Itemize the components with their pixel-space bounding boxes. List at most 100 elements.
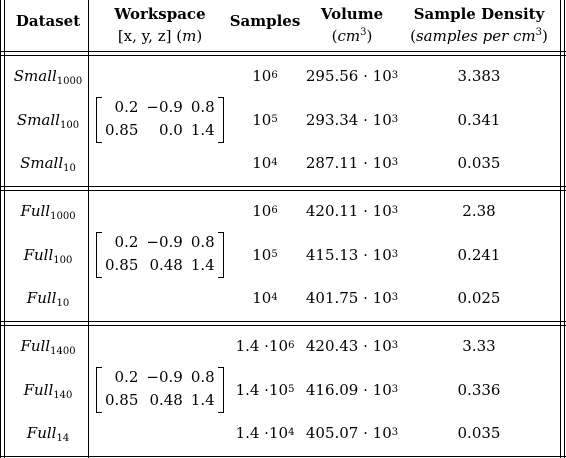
samples-base: 10 [252,289,272,307]
dataset-name-subscript: 14 [56,433,70,444]
matrix-left-bracket [96,367,102,413]
samples-cell: 10 5 [252,246,278,264]
horizontal-rule [0,190,566,192]
volume-cell: 420.11 · 10 3 [305,202,399,220]
vertical-rule [560,0,562,458]
dataset-name-cell: Full1400 [6,332,90,360]
dataset-name-base: Small [20,154,64,172]
header-dataset-label: Dataset [15,12,81,30]
matrix-right-bracket [217,97,224,143]
horizontal-rule [0,325,566,327]
matrix-values: 0.2 −0.9 0.8 0.85 0.48 1.4 [102,232,218,278]
matrix-entry: 0.0 [158,120,183,139]
header-workspace: Workspace [x, y, z] (m) [92,0,228,50]
dataset-name-base: Full [26,424,57,442]
matrix-right-bracket [217,232,224,278]
horizontal-rule [0,186,566,188]
density-cell: 0.025 [398,284,560,312]
samples-cell: 1.4 · 10 6 [235,337,295,355]
volume-value: 401.75 · 10 [305,289,392,307]
workspace-matrix: 0.2 −0.9 0.8 0.85 0.0 1.4 [96,97,224,143]
horizontal-rule [0,51,566,53]
matrix-entry: 0.8 [190,368,215,386]
samples-cell: 10 4 [252,289,278,307]
samples-base: 10 [252,246,272,264]
matrix-entry: −0.9 [146,98,183,116]
samples-base: 10 [268,424,289,442]
samples-cell: 1.4 · 10 4 [235,424,295,442]
header-workspace-unit: [x, y, z] (m) [117,27,203,45]
dataset-name-subscript: 100 [53,255,73,266]
horizontal-rule [0,55,566,57]
matrix-entry: 0.85 [105,255,139,274]
volume-value: 420.11 · 10 [305,202,392,220]
vertical-rule [564,0,566,458]
header-volume-unit: (cm3) [331,27,373,45]
dataset-name-base: Small [16,111,60,129]
dataset-name: Full1400 [20,337,75,357]
volume-cell: 295.56 · 10 3 [305,67,399,85]
dataset-name: Full14 [26,424,70,444]
samples-cell: 1.4 · 10 5 [235,381,295,399]
samples-base: 10 [252,111,272,129]
dataset-name-subscript: 10 [56,298,70,309]
matrix-entry: 0.2 [114,368,139,386]
workspace-matrix: 0.2 −0.9 0.8 0.85 0.48 1.4 [96,367,224,413]
header-samples-label: Samples [229,12,301,30]
dataset-name-cell: Full1000 [6,197,90,225]
volume-value: 405.07 · 10 [305,424,392,442]
header-volume: Volume (cm3) [302,0,402,50]
dataset-name: Full140 [24,381,73,401]
samples-coefficient: 1.4 · [235,381,269,399]
density-value: 3.33 [462,337,496,355]
dataset-name-subscript: 100 [59,120,80,131]
header-dataset: Dataset [6,3,90,39]
volume-value: 420.43 · 10 [305,337,392,355]
samples-base: 10 [268,381,289,399]
dataset-name: Small100 [16,111,80,131]
samples-coefficient: 1.4 · [235,424,269,442]
samples-coefficient: 1.4 · [235,337,269,355]
samples-base: 10 [252,154,272,172]
density-value: 0.035 [457,424,501,442]
dataset-name-cell: Small1000 [6,62,90,90]
samples-base: 10 [252,202,272,220]
volume-cell: 405.07 · 10 3 [305,424,399,442]
samples-base: 10 [268,337,289,355]
density-cell: 3.33 [398,332,560,360]
dataset-name-cell: Full140 [6,376,90,404]
samples-cell: 10 6 [252,67,278,85]
matrix-entry: 1.4 [190,120,215,139]
volume-cell: 401.75 · 10 3 [305,289,399,307]
volume-cell: 293.34 · 10 3 [305,111,399,129]
dataset-name-cell: Full14 [6,419,90,447]
matrix-entry: 0.8 [190,98,215,116]
dataset-name-subscript: 140 [53,390,73,401]
matrix-entry: 0.48 [149,390,183,409]
matrix-entry: 0.85 [105,120,139,139]
matrix-left-bracket [96,232,102,278]
volume-value: 287.11 · 10 [305,154,392,172]
matrix-entry: −0.9 [146,368,183,386]
matrix-entry: 0.48 [149,255,183,274]
matrix-entry: −0.9 [146,233,183,251]
density-cell: 0.035 [398,419,560,447]
header-volume-label: Volume [320,5,384,23]
bottom-rule [0,456,566,458]
density-value: 2.38 [462,202,496,220]
dataset-name: Small10 [20,154,76,174]
header-density-unit: (samples per cm3) [410,27,548,45]
volume-value: 293.34 · 10 [305,111,392,129]
dataset-name-cell: Small100 [6,106,90,134]
density-cell: 0.336 [398,376,560,404]
header-density: Sample Density (samples per cm3) [398,0,560,50]
density-value: 0.241 [457,246,501,264]
density-cell: 2.38 [398,197,560,225]
vertical-rule [4,0,6,458]
dataset-name: Full100 [24,246,73,266]
volume-value: 416.09 · 10 [305,381,392,399]
dataset-name: Full1000 [20,202,75,222]
density-cell: 3.383 [398,62,560,90]
volume-value: 415.13 · 10 [305,246,392,264]
